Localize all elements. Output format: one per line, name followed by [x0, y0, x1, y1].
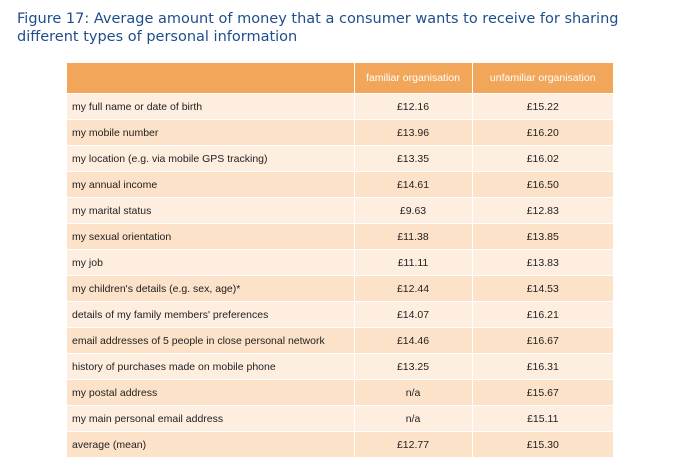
- table-row: my marital status £9.63 £12.83: [67, 197, 613, 224]
- unfamiliar-value-cell: £16.20: [471, 119, 613, 146]
- familiar-value-cell: £13.25: [353, 353, 472, 380]
- familiar-value-cell: £14.61: [353, 171, 472, 198]
- header-unfamiliar-organisation: unfamiliar organisation: [471, 63, 613, 94]
- table-row: my location (e.g. via mobile GPS trackin…: [67, 145, 613, 172]
- row-label: my marital status: [67, 197, 354, 224]
- row-label: email addresses of 5 people in close per…: [67, 327, 354, 354]
- table-header-row: familiar organisation unfamiliar organis…: [67, 63, 613, 94]
- table-row: history of purchases made on mobile phon…: [67, 353, 613, 380]
- familiar-value-cell: £12.16: [353, 93, 472, 120]
- row-label: my children's details (e.g. sex, age)*: [67, 275, 354, 302]
- row-label: history of purchases made on mobile phon…: [67, 353, 354, 380]
- unfamiliar-value-cell: £13.83: [471, 249, 613, 276]
- familiar-value-cell: £14.46: [353, 327, 472, 354]
- table-row: average (mean) £12.77 £15.30: [67, 431, 613, 457]
- unfamiliar-value-cell: £16.31: [471, 353, 613, 380]
- familiar-value-cell: £13.35: [353, 145, 472, 172]
- familiar-value-cell: n/a: [353, 405, 472, 432]
- table-row: my full name or date of birth £12.16 £15.2…: [67, 93, 613, 120]
- familiar-value-cell: £11.38: [353, 223, 472, 250]
- familiar-value-cell: £9.63: [353, 197, 472, 224]
- familiar-value-cell: £12.44: [353, 275, 472, 302]
- unfamiliar-value-cell: £15.30: [471, 431, 613, 457]
- table-row: my sexual orientation £11.38 £13.85: [67, 223, 613, 250]
- familiar-value-cell: £14.07: [353, 301, 472, 328]
- table-row: my main personal email address n/a £15.11: [67, 405, 613, 432]
- familiar-value-cell: £11.11: [353, 249, 472, 276]
- row-label: my job: [67, 249, 354, 276]
- row-label: my main personal email address: [67, 405, 354, 432]
- familiar-value-cell: £12.77: [353, 431, 472, 457]
- familiar-value-cell: n/a: [353, 379, 472, 406]
- unfamiliar-value-cell: £16.50: [471, 171, 613, 198]
- data-table: familiar organisation unfamiliar organis…: [67, 63, 613, 457]
- table-row: my children's details (e.g. sex, age)* £1…: [67, 275, 613, 302]
- unfamiliar-value-cell: £14.53: [471, 275, 613, 302]
- figure-caption: Figure 17: Average amount of money that …: [17, 11, 619, 45]
- table-row: my annual income £14.61 £16.50: [67, 171, 613, 198]
- unfamiliar-value-cell: £15.22: [471, 93, 613, 120]
- header-item: [67, 63, 354, 94]
- table-row: email addresses of 5 people in close per…: [67, 327, 613, 354]
- row-label: my mobile number: [67, 119, 354, 146]
- row-label: my location (e.g. via mobile GPS trackin…: [67, 145, 354, 172]
- unfamiliar-value-cell: £12.83: [471, 197, 613, 224]
- unfamiliar-value-cell: £13.85: [471, 223, 613, 250]
- unfamiliar-value-cell: £16.67: [471, 327, 613, 354]
- unfamiliar-value-cell: £16.21: [471, 301, 613, 328]
- table-row: details of my family members' preference…: [67, 301, 613, 328]
- row-label: my annual income: [67, 171, 354, 198]
- table-row: my mobile number £13.96 £16.20: [67, 119, 613, 146]
- row-label: details of my family members' preference…: [67, 301, 354, 328]
- row-label: my full name or date of birth: [67, 93, 354, 120]
- familiar-value-cell: £13.96: [353, 119, 472, 146]
- unfamiliar-value-cell: £16.02: [471, 145, 613, 172]
- unfamiliar-value-cell: £15.11: [471, 405, 613, 432]
- row-label: my postal address: [67, 379, 354, 406]
- row-label: my sexual orientation: [67, 223, 354, 250]
- table-row: my postal address n/a £15.67: [67, 379, 613, 406]
- table-row: my job £11.11 £13.83: [67, 249, 613, 276]
- row-label: average (mean): [67, 431, 354, 457]
- unfamiliar-value-cell: £15.67: [471, 379, 613, 406]
- header-familiar-organisation: familiar organisation: [353, 63, 472, 94]
